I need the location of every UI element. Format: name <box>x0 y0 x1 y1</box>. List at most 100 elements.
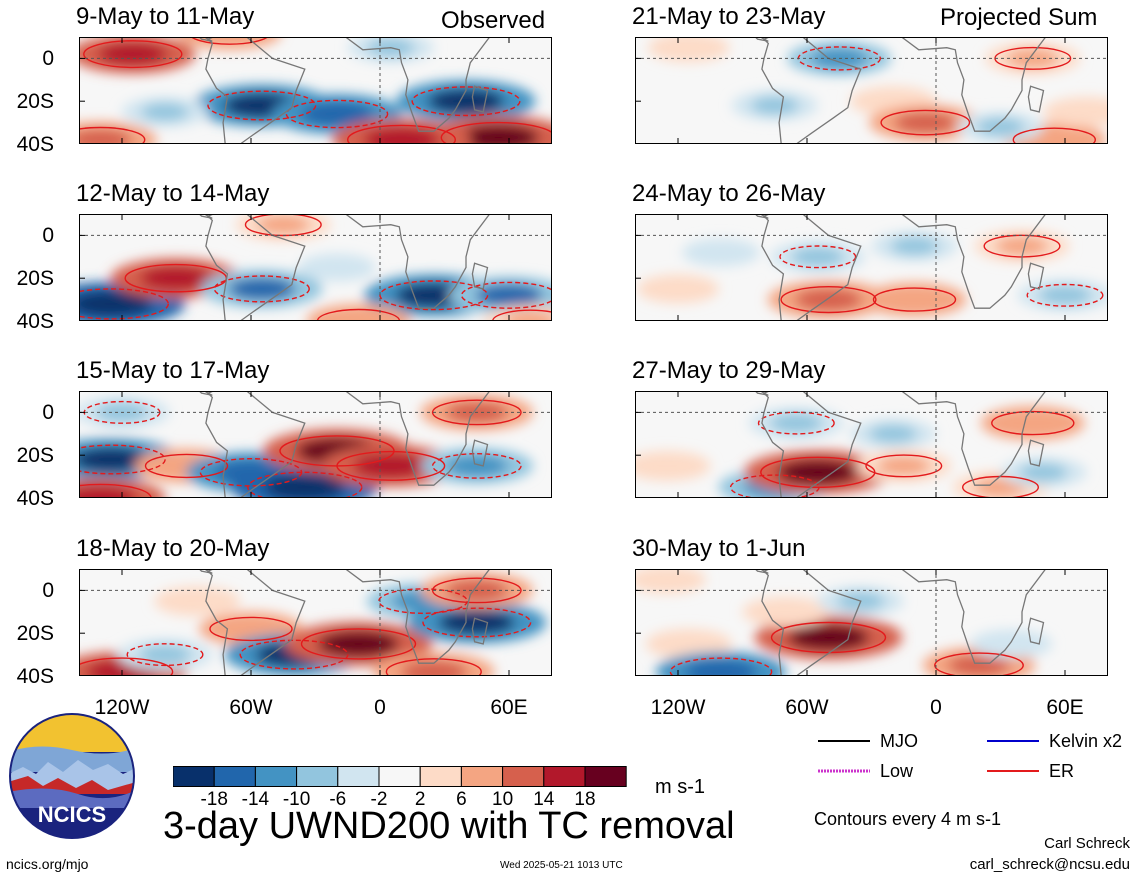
colorbar-swatch <box>296 766 339 787</box>
anomaly-core <box>1004 412 1062 434</box>
anomaly-core <box>666 39 712 57</box>
panel-24-may-to-26-may <box>635 214 1108 321</box>
panel-frame <box>635 391 1108 498</box>
er-contour <box>83 40 183 69</box>
colorbar-swatches <box>173 766 627 787</box>
anomaly-core <box>885 289 944 310</box>
anomaly-core <box>777 459 859 486</box>
panel-title-18-may-to-20-may: 18-May to 20-May <box>76 535 270 562</box>
colorbar-label: 14 <box>533 789 555 810</box>
legend-swatch-mjo <box>818 740 870 742</box>
er-contour <box>79 483 152 498</box>
er-contour <box>300 628 417 660</box>
anomaly-core <box>751 96 799 115</box>
coastline <box>761 214 862 321</box>
panel-title-27-may-to-29-may: 27-May to 29-May <box>632 357 826 384</box>
colorbar-swatch <box>378 766 421 787</box>
anomaly-core <box>699 244 743 261</box>
legend-swatch-kelvin-x2 <box>987 740 1039 742</box>
anomaly-core <box>400 660 468 676</box>
colorbar-label: 6 <box>456 789 467 810</box>
er-contour <box>460 281 552 309</box>
colorbar-swatch <box>502 766 545 787</box>
anomaly-core <box>139 266 212 291</box>
coastline <box>900 37 1047 132</box>
er-contour <box>440 121 552 144</box>
colorbar-label: -2 <box>370 789 388 810</box>
y-tick-label: 40S <box>16 665 54 688</box>
timestamp: Wed 2025-05-21 1013 UTC <box>500 860 623 871</box>
colorbar-units: m s-1 <box>655 776 705 798</box>
er-contour <box>431 399 522 426</box>
colorbar-swatch <box>254 766 298 787</box>
panel-frame <box>635 569 1108 676</box>
anomaly-core <box>475 283 543 307</box>
coastline <box>205 391 306 498</box>
anomaly-core <box>643 456 692 475</box>
anomaly-core <box>317 630 400 658</box>
coastline <box>1027 262 1045 290</box>
colorbar-label: -18 <box>200 789 228 810</box>
logo-text: NCICS <box>38 802 106 827</box>
y-tick-label: 40S <box>16 133 54 156</box>
y-tick-label: 20S <box>16 622 54 646</box>
legend-label-low: Low <box>880 761 914 781</box>
er-contour <box>207 90 317 121</box>
anomaly-core <box>665 634 713 653</box>
x-tick-label: 60W <box>229 696 273 719</box>
coastline <box>205 214 306 321</box>
er-contour <box>780 285 877 314</box>
contour-note: Contours every 4 m s-1 <box>814 809 1002 829</box>
anomaly-core <box>988 635 1034 653</box>
panel-frame <box>79 391 552 498</box>
panel-frame <box>79 569 552 676</box>
anomaly-core <box>646 571 689 589</box>
panel-frame <box>635 214 1108 321</box>
er-contour <box>422 607 532 638</box>
er-contour <box>880 109 971 136</box>
coastline <box>198 391 213 396</box>
panel-9-may-to-11-may <box>79 37 552 144</box>
anomaly-core <box>79 128 132 144</box>
colorbar-label: -6 <box>329 789 347 810</box>
coastline <box>471 262 489 290</box>
coastline <box>198 214 213 219</box>
y-tick-label: 40S <box>16 487 54 510</box>
author: Carl Schreck <box>1044 835 1130 852</box>
observed-label: Observed <box>441 7 546 34</box>
anomaly-core <box>457 124 539 144</box>
colorbar-label: 18 <box>574 789 596 810</box>
y-tick-label: 40S <box>16 310 54 333</box>
anomaly-core <box>761 602 810 621</box>
coastline <box>205 37 306 144</box>
coastline <box>344 214 491 309</box>
panel-title-12-may-to-14-may: 12-May to 14-May <box>76 180 270 207</box>
coastline <box>1027 85 1045 113</box>
y-tick-label: 0 <box>42 224 54 248</box>
anomaly-core <box>795 288 862 311</box>
er-contour <box>336 450 446 481</box>
er-contour <box>991 410 1075 436</box>
anomaly-core <box>438 609 516 636</box>
colorbar-swatch <box>419 766 462 787</box>
coastline <box>1027 617 1045 645</box>
anomaly-core <box>98 42 168 66</box>
coastline <box>1027 439 1045 467</box>
coastline <box>761 37 862 144</box>
anomaly-core <box>787 624 870 651</box>
panel-frame <box>79 37 552 144</box>
panel-21-may-to-23-may <box>635 37 1108 144</box>
er-contour <box>79 126 146 144</box>
legend-swatch-low <box>818 769 870 773</box>
er-contour <box>669 657 773 676</box>
anomaly-core <box>329 310 388 321</box>
anomaly-core <box>877 456 930 476</box>
ncics-logo: NCICS <box>9 713 135 839</box>
anomaly-core <box>869 424 917 443</box>
er-contour <box>190 37 269 45</box>
anomaly-core <box>445 455 508 477</box>
projected-label: Projected Sum <box>940 4 1098 31</box>
er-contour <box>411 86 521 117</box>
er-contour <box>1012 127 1096 144</box>
er-contour <box>431 577 522 604</box>
